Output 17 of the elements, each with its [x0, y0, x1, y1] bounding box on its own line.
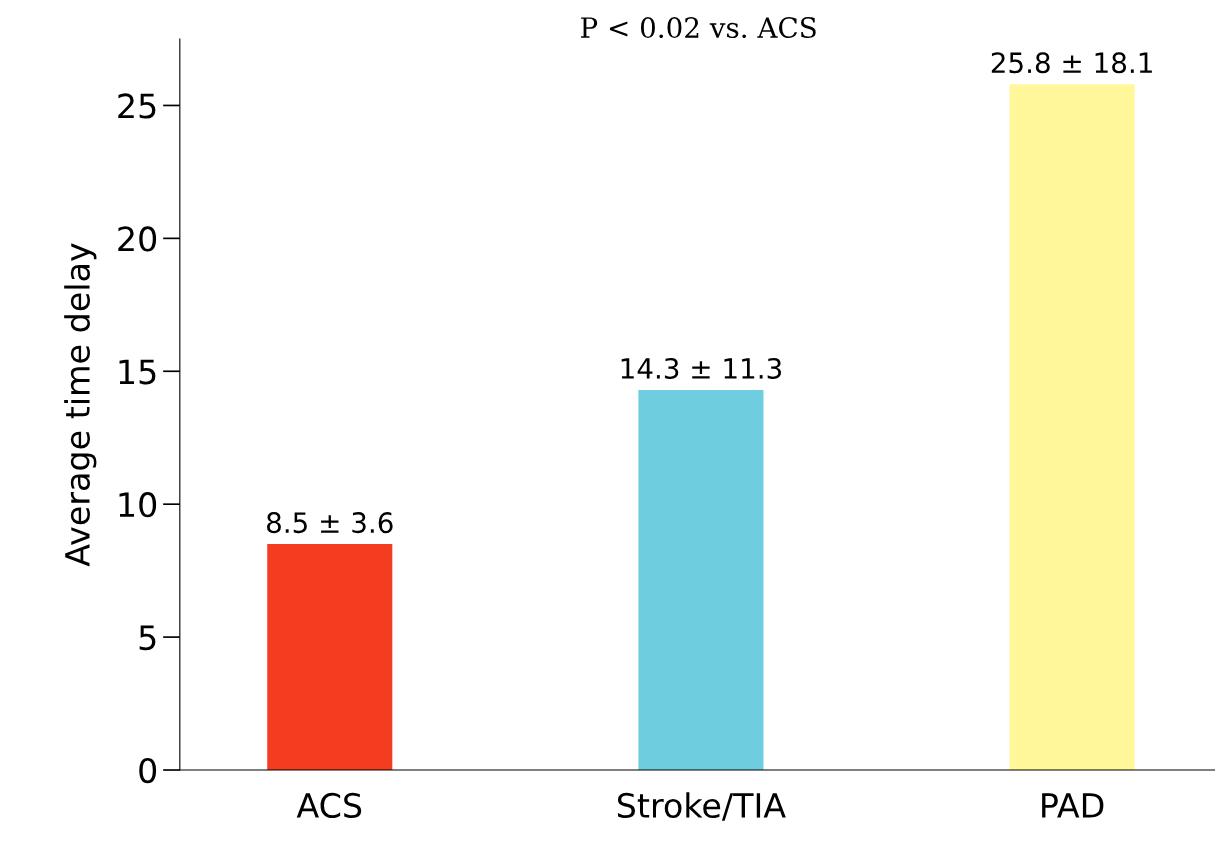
data-label: 14.3 ± 11.3 [621, 357, 782, 379]
bar [267, 544, 393, 771]
x-tick-label: PAD [1042, 793, 1104, 818]
data-label: 8.5 ± 3.6 [267, 512, 393, 534]
x-tick-label: Stroke/TIA [617, 792, 786, 821]
y-tick-label: 0 [139, 757, 157, 784]
x-tick-label: ACS [296, 792, 362, 819]
data-label: 25.8 ± 18.1 [991, 52, 1152, 74]
y-tick-label: 10 [119, 492, 157, 518]
text: P < 0.02 vs. ACS [581, 17, 816, 39]
bar [638, 389, 764, 771]
bar [1009, 84, 1135, 771]
y-tick-label: 20 [118, 226, 157, 252]
y-axis-title: Average time delay [64, 243, 97, 567]
y-tick-label: 25 [118, 93, 156, 119]
y-tick-label: 5 [139, 625, 156, 651]
y-tick-label: 15 [119, 359, 156, 385]
